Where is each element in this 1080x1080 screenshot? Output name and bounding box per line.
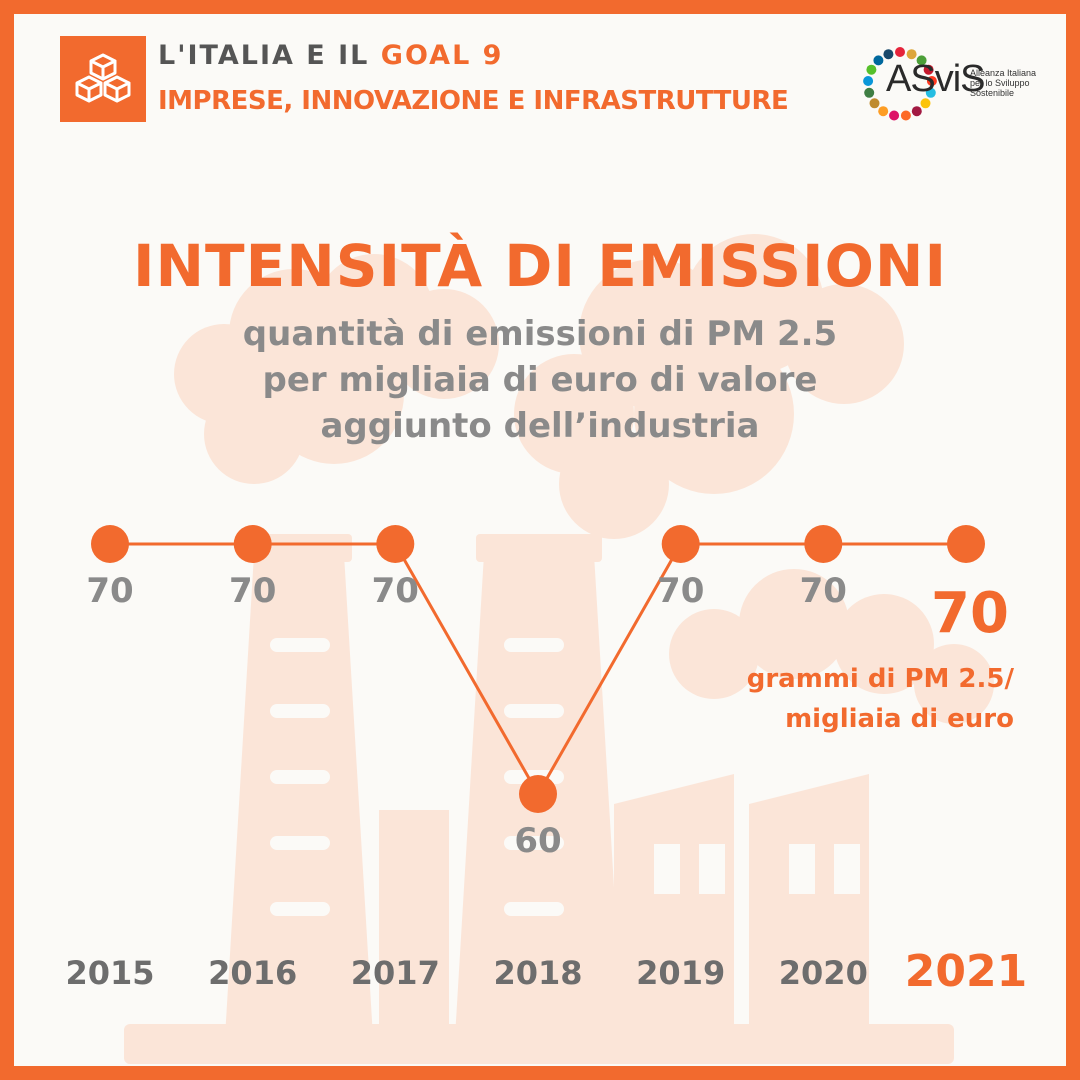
- logo-ring-dot: [864, 87, 875, 98]
- data-label: 70: [931, 581, 1009, 646]
- x-tick-label: 2015: [65, 954, 154, 992]
- chart-subtitle-line-2: per migliaia di euro di valore: [262, 360, 818, 400]
- logo-ring-dot: [916, 55, 927, 66]
- logo-ring-dot: [863, 76, 874, 86]
- x-tick-label: 2016: [208, 954, 297, 992]
- goal-prefix: L'ITALIA E IL: [158, 40, 370, 71]
- cubes-icon: [75, 53, 131, 103]
- data-label: 70: [229, 571, 276, 611]
- x-tick-label: 2017: [351, 954, 440, 992]
- logo-ring-dot: [895, 47, 905, 57]
- data-point: [804, 525, 843, 563]
- logo-name: ASviS: [886, 58, 985, 100]
- data-label: 60: [514, 821, 561, 861]
- data-label: 70: [86, 571, 133, 611]
- logo-ring-dot: [878, 106, 889, 117]
- logo-ring-dot: [926, 76, 937, 86]
- goal-number: GOAL 9: [380, 40, 504, 71]
- logo-tagline: Alleanza Italiana per lo Sviluppo Sosten…: [970, 68, 1050, 98]
- logo-ring-dot: [906, 49, 917, 60]
- data-point: [519, 775, 557, 813]
- line-chart: 70 2015 70 2016 70 2017 60 2018 70 2019 70 2020 70 20…: [65, 525, 1027, 997]
- logo-ring-dot: [889, 110, 900, 121]
- chart-subtitle-line-1: quantità di emissioni di PM 2.5: [242, 314, 838, 354]
- data-point: [661, 525, 700, 563]
- goal-9-icon: [60, 36, 146, 122]
- logo-ring-dot: [925, 87, 936, 98]
- data-label: 70: [372, 571, 419, 611]
- logo-ring-dot: [911, 106, 922, 117]
- data-point: [233, 525, 272, 563]
- unit-label-line-2: migliaia di euro: [785, 704, 1014, 734]
- chart-subtitle-line-3: aggiunto dell’industria: [320, 406, 760, 446]
- logo-ring-dot: [883, 49, 894, 60]
- asvis-logo: ASviS Alleanza Italiana per lo Sviluppo …: [860, 44, 1050, 124]
- logo-tagline-line: Sostenibile: [970, 88, 1015, 98]
- logo-ring-dot: [873, 55, 884, 66]
- sdg-ring-icon: [863, 47, 937, 121]
- goal-subtitle: IMPRESE, INNOVAZIONE E INFRASTRUTTURE: [158, 86, 789, 116]
- x-tick-label: 2019: [636, 954, 725, 992]
- logo-ring-dot: [869, 98, 880, 109]
- data-point: [91, 525, 129, 563]
- logo-tagline-line: Alleanza Italiana: [970, 68, 1037, 78]
- data-label: 70: [800, 571, 847, 611]
- data-point: [947, 525, 985, 563]
- logo-ring-dot: [900, 110, 911, 121]
- chart-title: INTENSITÀ DI EMISSIONI: [132, 232, 948, 300]
- data-point: [376, 525, 415, 563]
- x-tick-label: 2018: [493, 954, 582, 992]
- logo-ring-dot: [920, 98, 931, 109]
- x-tick-label: 2020: [779, 954, 868, 992]
- logo-ring-dot: [923, 64, 934, 75]
- logo-ring-dot: [866, 64, 877, 75]
- x-tick-label: 2021: [905, 946, 1027, 997]
- goal-heading: L'ITALIA E IL GOAL 9: [158, 40, 503, 71]
- unit-label-line-1: grammi di PM 2.5/: [746, 664, 1014, 694]
- data-label: 70: [657, 571, 704, 611]
- logo-tagline-line: per lo Sviluppo: [970, 78, 1030, 88]
